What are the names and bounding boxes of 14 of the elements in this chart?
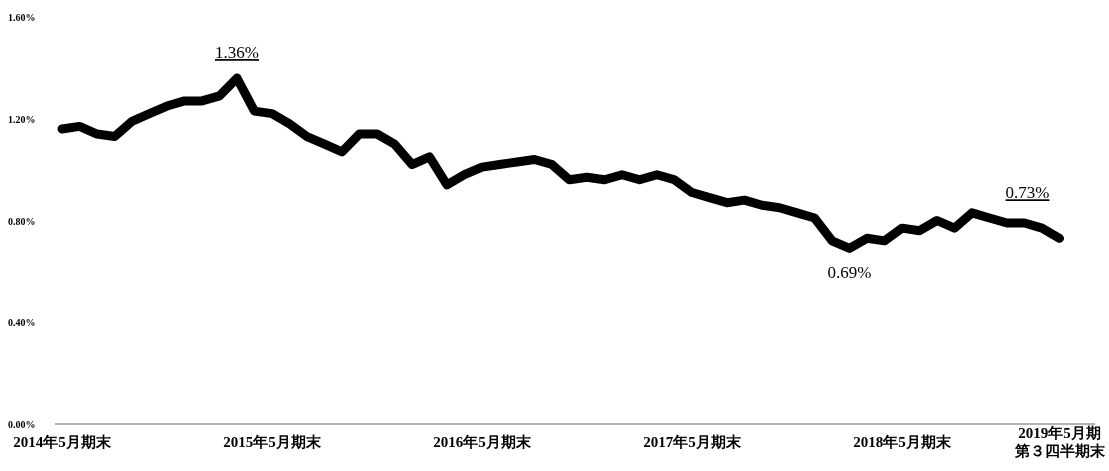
x-tick-label: 2017年5月期末 xyxy=(643,434,742,450)
y-tick-label: 0.00% xyxy=(8,419,36,430)
x-tick-label: 2018年5月期末 xyxy=(853,434,952,450)
annotation: 0.69% xyxy=(827,263,872,283)
x-tick-label: 2016年5月期末 xyxy=(433,434,532,450)
x-tick-label: 2019年5月期第３四半期末 xyxy=(1013,425,1106,459)
y-tick-label: 1.60% xyxy=(8,12,36,23)
y-tick-label: 0.80% xyxy=(8,215,36,227)
x-tick-label: 2015年5月期末 xyxy=(223,434,322,450)
annotation: 1.36% xyxy=(215,43,259,63)
x-tick-label: 2014年5月期末 xyxy=(13,434,112,450)
annotation: 0.73% xyxy=(1005,183,1050,203)
y-tick-label: 1.20% xyxy=(8,113,36,125)
y-tick-label: 0.40% xyxy=(8,317,36,329)
